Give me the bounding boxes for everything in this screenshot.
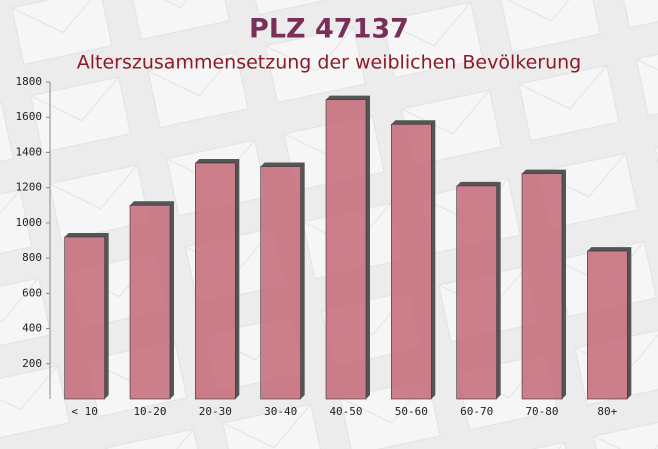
y-tick-label: 1000 [16, 216, 43, 229]
y-tick-label: 200 [22, 357, 42, 370]
bar [64, 236, 105, 400]
y-tick-label: 1400 [16, 145, 43, 158]
x-tick-label: 60-70 [460, 405, 493, 418]
bar [456, 185, 497, 400]
chart-title: PLZ 47137 [249, 14, 409, 45]
y-tick-label: 800 [22, 251, 42, 264]
x-tick-label: 50-60 [395, 405, 428, 418]
bar [521, 173, 563, 400]
x-tick-label: < 10 [71, 405, 98, 418]
y-tick-label: 600 [22, 286, 42, 299]
x-tick-label: 10-20 [133, 405, 166, 418]
x-tick-label: 40-50 [329, 405, 362, 418]
y-tick-label: 1800 [16, 75, 43, 88]
bar [325, 99, 367, 400]
x-tick-label: 70-80 [525, 405, 558, 418]
bar [129, 204, 171, 400]
y-tick-label: 400 [22, 322, 42, 335]
bar [391, 123, 432, 400]
x-tick-label: 30-40 [264, 405, 297, 418]
bar [260, 166, 301, 400]
bar [587, 250, 628, 400]
x-tick-label: 20-30 [199, 405, 232, 418]
bar [195, 162, 236, 400]
x-tick-label: 80+ [597, 405, 617, 418]
y-tick-label: 1200 [16, 181, 43, 194]
chart-subtitle: Alterszusammensetzung der weiblichen Bev… [77, 52, 581, 74]
y-tick-label: 1600 [16, 110, 43, 123]
